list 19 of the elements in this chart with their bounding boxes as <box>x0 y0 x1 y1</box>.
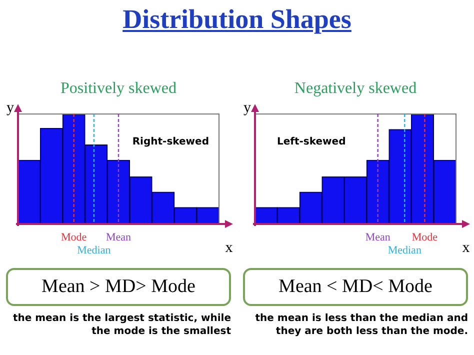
text: Mean <box>365 231 391 244</box>
text: Median <box>77 244 112 256</box>
chart-title: Negatively skewed <box>293 80 418 99</box>
text: the mean is the largest statistic, while the mode is the smallest <box>12 312 231 338</box>
annotation: Right-skewed <box>132 136 209 148</box>
text: Mode <box>60 231 87 244</box>
text: Mean <box>106 231 132 244</box>
x-axis-title: x <box>462 240 470 256</box>
y-axis-title: y <box>6 100 14 116</box>
annotation: Left-skewed <box>277 136 346 148</box>
text: Distribution Shapes <box>122 4 352 34</box>
chart-title: Positively skewed <box>60 80 178 99</box>
text: Mode <box>412 231 438 244</box>
text: Mean > MD> Mode <box>6 268 231 306</box>
x-axis-title: x <box>225 240 234 256</box>
text: Median <box>388 244 422 256</box>
text: Mean < MD< Mode <box>243 268 468 306</box>
text: the mean is less than the median and they are both less than the mode. <box>254 312 468 338</box>
y-axis-title: y <box>244 100 252 116</box>
